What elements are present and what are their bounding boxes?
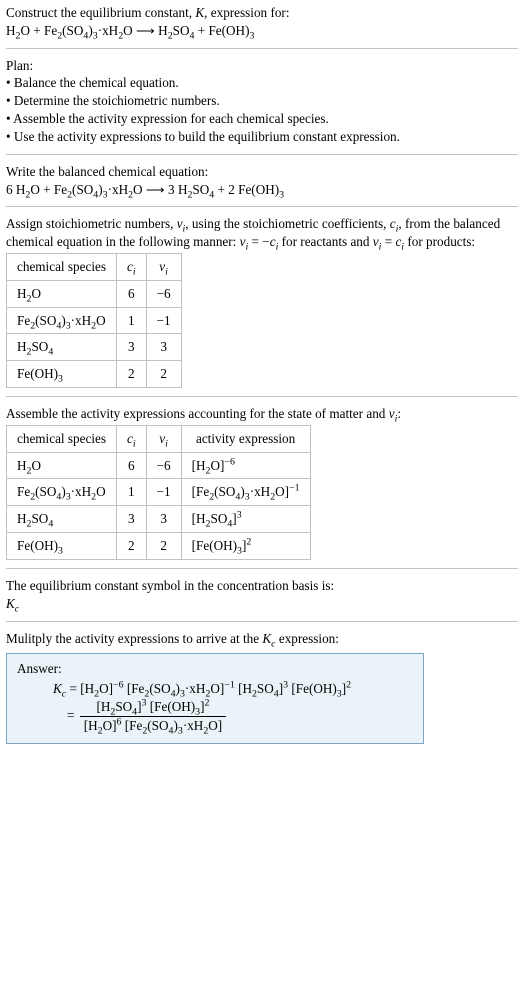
answer-kc-eq1: Kc = [H2O]−6 [Fe2(SO4)3·xH2O]−1 [H2SO4]3…: [53, 681, 351, 696]
activity-table: chemical speciesciνiactivity expressionH…: [6, 425, 311, 560]
table-cell: [Fe2(SO4)3·xH2O]−1: [181, 479, 310, 506]
answer-line2: = [H2SO4]3 [Fe(OH)3]2 [H2O]6 [Fe2(SO4)3·…: [17, 698, 413, 735]
table-cell: 3: [116, 506, 146, 533]
table-row: Fe(OH)322: [7, 361, 182, 388]
table-row: Fe2(SO4)3·xH2O1−1: [7, 307, 182, 334]
table-row: Fe(OH)322[Fe(OH)3]2: [7, 533, 311, 560]
kc-symbol-block: The equilibrium constant symbol in the c…: [6, 577, 518, 613]
kc-symbol-val: Kc: [6, 595, 518, 613]
answer-frac-num: [H2SO4]3 [Fe(OH)3]2: [80, 698, 226, 717]
intro-block: Construct the equilibrium constant, K, e…: [6, 4, 518, 40]
table-cell: H2SO4: [7, 334, 117, 361]
table-cell: −6: [146, 280, 181, 307]
balanced-block: Write the balanced chemical equation: 6 …: [6, 163, 518, 199]
table-cell: 1: [116, 307, 146, 334]
intro-eq: H2O + Fe2(SO4)3·xH2O ⟶ H2SO4 + Fe(OH)3: [6, 22, 518, 40]
divider: [6, 396, 518, 397]
table-cell: 2: [116, 361, 146, 388]
answer-fraction: [H2SO4]3 [Fe(OH)3]2 [H2O]6 [Fe2(SO4)3·xH…: [80, 698, 226, 735]
balanced-title: Write the balanced chemical equation:: [6, 163, 518, 181]
table-cell: 6: [116, 452, 146, 479]
table-cell: 6: [116, 280, 146, 307]
table-cell: −1: [146, 307, 181, 334]
table-cell: 3: [146, 506, 181, 533]
plan-item: • Balance the chemical equation.: [6, 74, 518, 92]
plan-item: • Determine the stoichiometric numbers.: [6, 92, 518, 110]
plan-item: • Use the activity expressions to build …: [6, 128, 518, 146]
table-header: ci: [116, 253, 146, 280]
table-header: chemical species: [7, 425, 117, 452]
multiply-text: Mulitply the activity expressions to arr…: [6, 630, 518, 648]
table-row: H2O6−6: [7, 280, 182, 307]
table-row: Fe2(SO4)3·xH2O1−1[Fe2(SO4)3·xH2O]−1: [7, 479, 311, 506]
table-cell: Fe(OH)3: [7, 361, 117, 388]
intro-line1: Construct the equilibrium constant, K, e…: [6, 4, 518, 22]
stoich-text: Assign stoichiometric numbers, νi, using…: [6, 215, 518, 251]
answer-line1: Kc = [H2O]−6 [Fe2(SO4)3·xH2O]−1 [H2SO4]3…: [17, 680, 413, 698]
table-cell: −6: [146, 452, 181, 479]
divider: [6, 154, 518, 155]
divider: [6, 206, 518, 207]
table-cell: 3: [146, 334, 181, 361]
multiply-block: Mulitply the activity expressions to arr…: [6, 630, 518, 648]
plan-block: Plan: • Balance the chemical equation.• …: [6, 57, 518, 146]
table-cell: [Fe(OH)3]2: [181, 533, 310, 560]
table-cell: H2O: [7, 452, 117, 479]
table-cell: 1: [116, 479, 146, 506]
table-cell: 2: [146, 533, 181, 560]
answer-frac-den: [H2O]6 [Fe2(SO4)3·xH2O]: [80, 717, 226, 735]
table-header: ci: [116, 425, 146, 452]
answer-box: Answer: Kc = [H2O]−6 [Fe2(SO4)3·xH2O]−1 …: [6, 653, 424, 743]
divider: [6, 48, 518, 49]
table-header: chemical species: [7, 253, 117, 280]
table-header: νi: [146, 425, 181, 452]
table-cell: Fe2(SO4)3·xH2O: [7, 307, 117, 334]
answer-label: Answer:: [17, 660, 413, 678]
plan-title: Plan:: [6, 57, 518, 75]
stoich-block: Assign stoichiometric numbers, νi, using…: [6, 215, 518, 388]
divider: [6, 621, 518, 622]
table-row: H2SO433[H2SO4]3: [7, 506, 311, 533]
table-cell: H2O: [7, 280, 117, 307]
table-row: H2O6−6[H2O]−6: [7, 452, 311, 479]
table-cell: [H2O]−6: [181, 452, 310, 479]
balanced-eq: 6 H2O + Fe2(SO4)3·xH2O ⟶ 3 H2SO4 + 2 Fe(…: [6, 181, 518, 199]
table-header: activity expression: [181, 425, 310, 452]
table-cell: H2SO4: [7, 506, 117, 533]
divider: [6, 568, 518, 569]
plan-items: • Balance the chemical equation.• Determ…: [6, 74, 518, 145]
plan-item: • Assemble the activity expression for e…: [6, 110, 518, 128]
stoich-table: chemical speciesciνiH2O6−6Fe2(SO4)3·xH2O…: [6, 253, 182, 388]
activity-block: Assemble the activity expressions accoun…: [6, 405, 518, 560]
table-row: H2SO433: [7, 334, 182, 361]
kc-symbol-text: The equilibrium constant symbol in the c…: [6, 577, 518, 595]
table-header: νi: [146, 253, 181, 280]
activity-text: Assemble the activity expressions accoun…: [6, 405, 518, 423]
table-cell: Fe2(SO4)3·xH2O: [7, 479, 117, 506]
table-cell: [H2SO4]3: [181, 506, 310, 533]
table-cell: 2: [116, 533, 146, 560]
table-cell: 3: [116, 334, 146, 361]
table-cell: −1: [146, 479, 181, 506]
table-cell: Fe(OH)3: [7, 533, 117, 560]
table-cell: 2: [146, 361, 181, 388]
